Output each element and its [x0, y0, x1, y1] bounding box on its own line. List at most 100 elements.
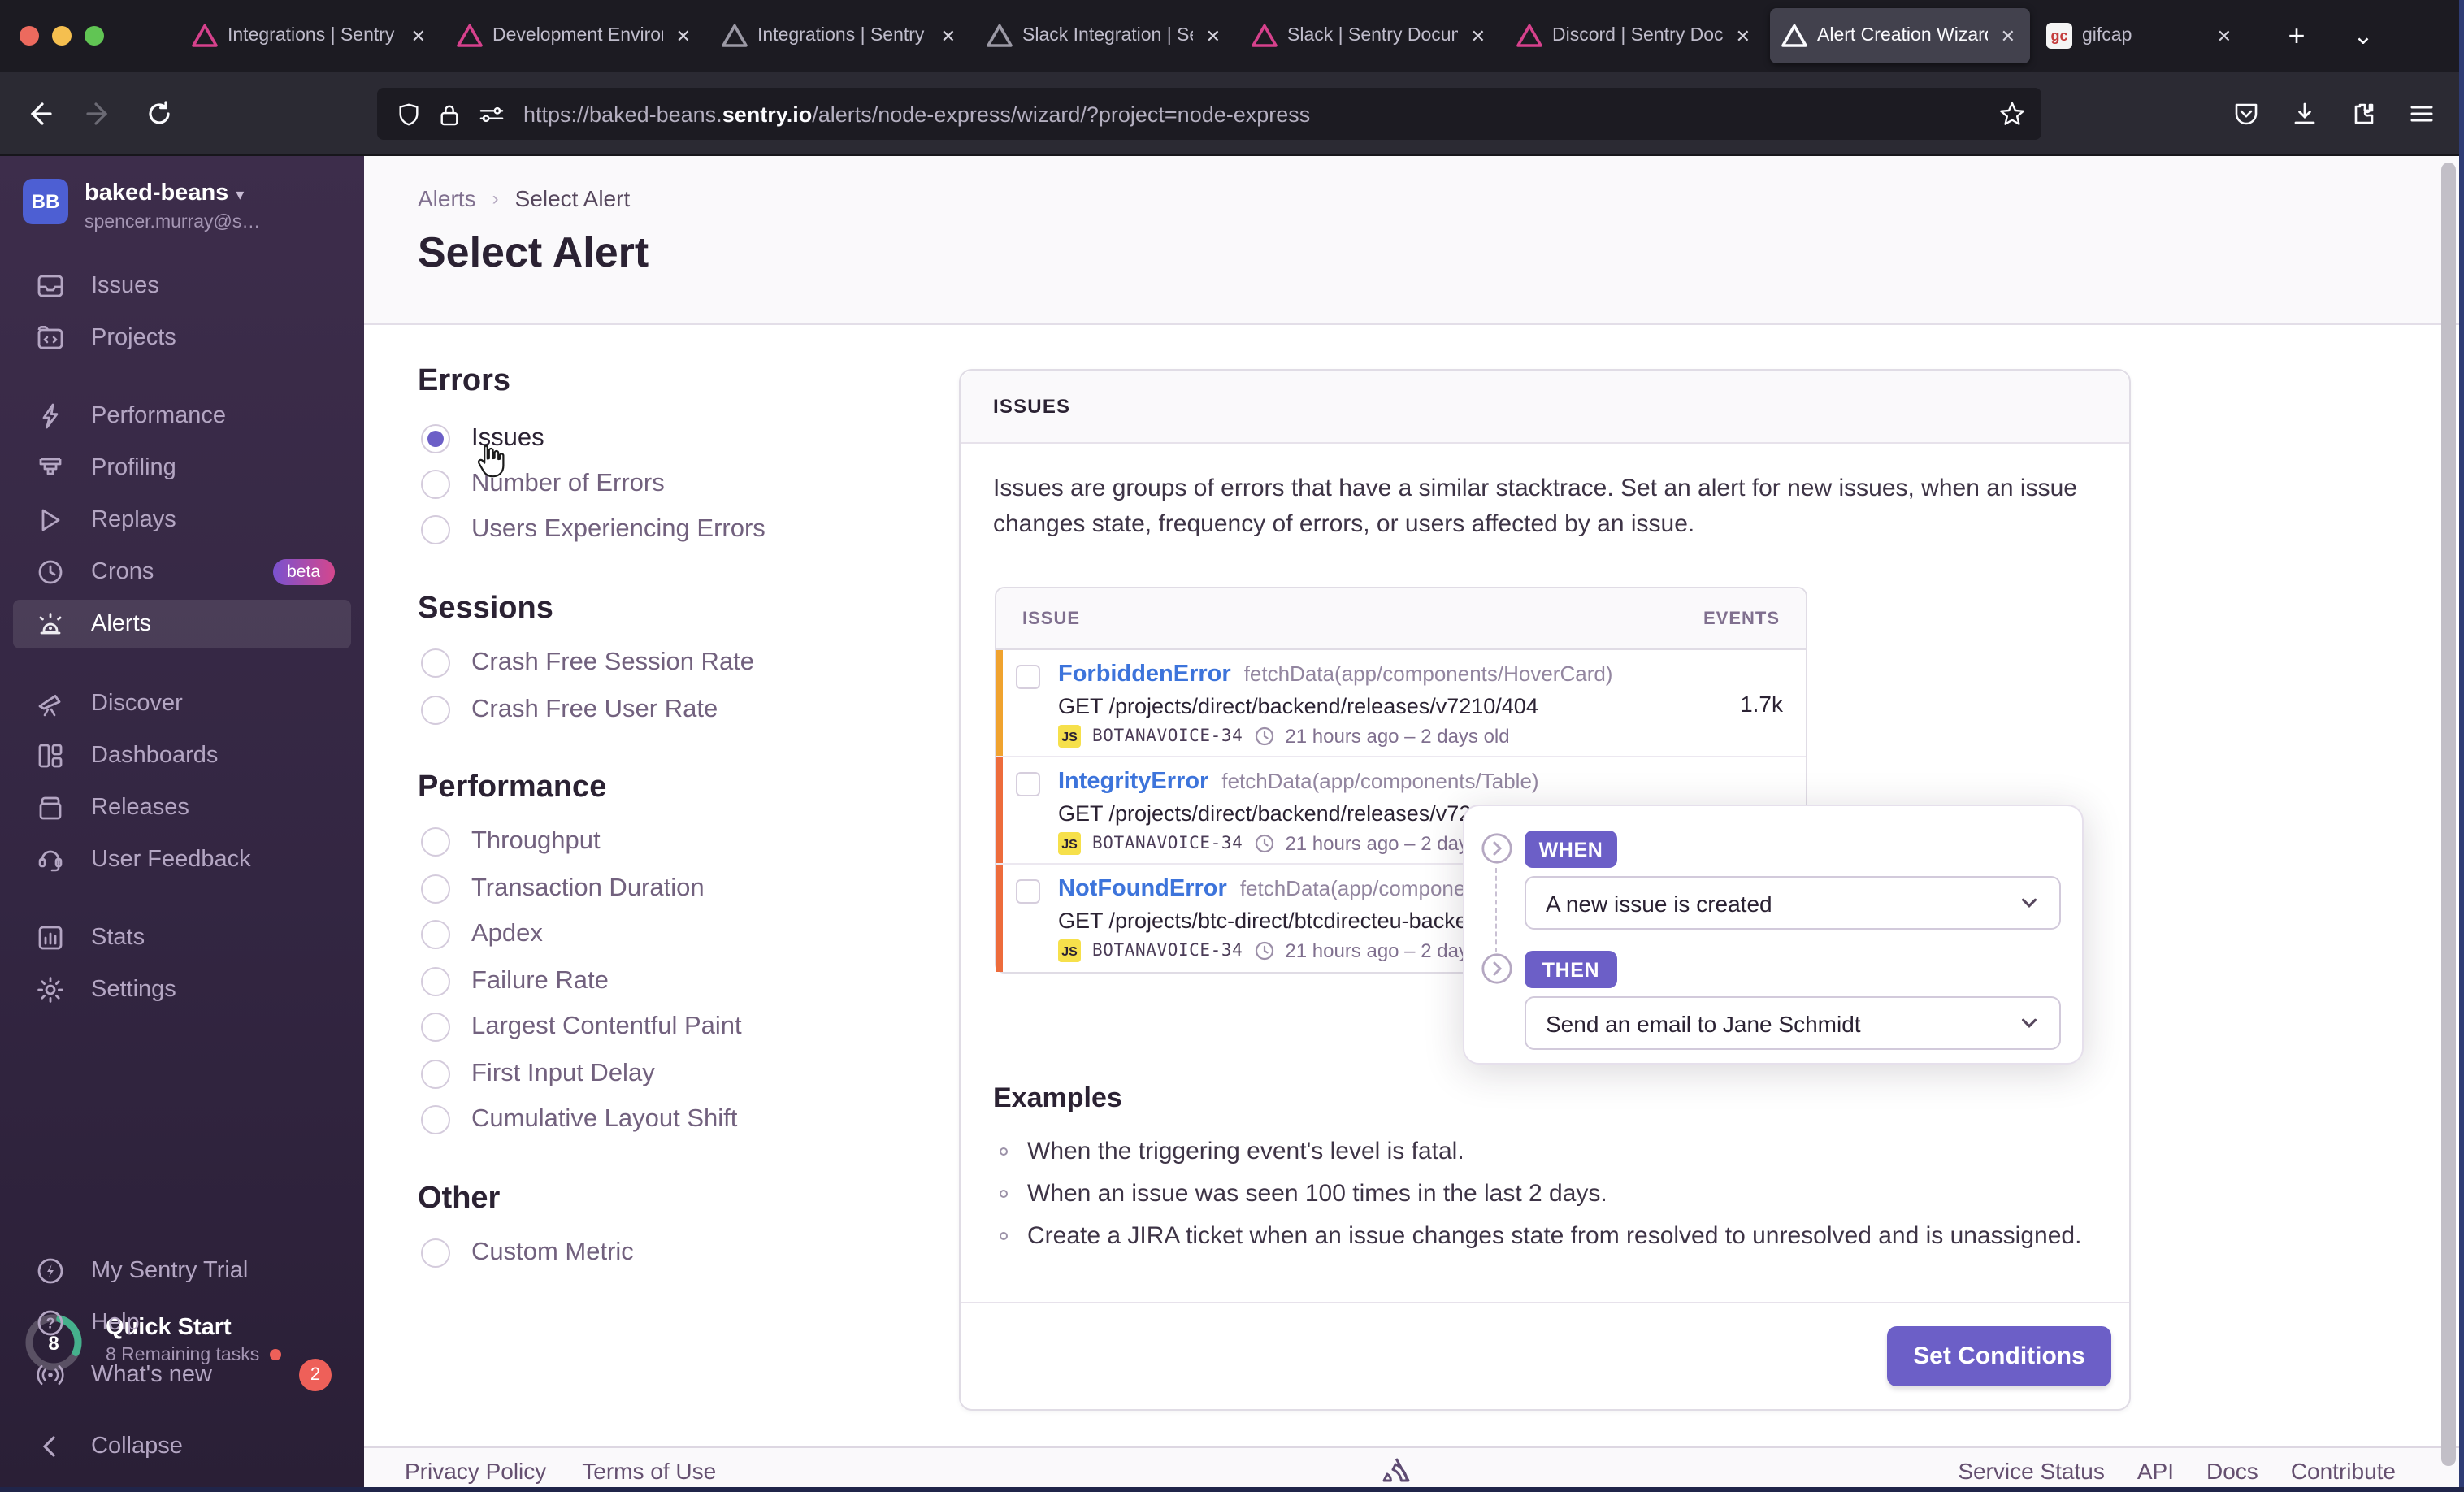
tab-alert-creation-wizard-active[interactable]: Alert Creation Wizard ✕ — [1770, 8, 2030, 63]
radio-button[interactable] — [421, 515, 450, 544]
sidebar-item-dashboards[interactable]: Dashboards — [13, 731, 351, 780]
privacy-policy-link[interactable]: Privacy Policy — [405, 1457, 547, 1483]
radio-failure-rate[interactable]: Failure Rate — [421, 964, 609, 1000]
terms-of-use-link[interactable]: Terms of Use — [582, 1457, 717, 1483]
url-bar[interactable]: https://baked-beans.sentry.io/alerts/nod… — [377, 88, 2041, 140]
permissions-sliders-icon[interactable] — [478, 102, 505, 126]
sidebar-item-settings[interactable]: Settings — [13, 965, 351, 1014]
issue-checkbox[interactable] — [1016, 665, 1040, 689]
radio-button[interactable] — [421, 967, 450, 996]
sidebar-item-discover[interactable]: Discover — [13, 679, 351, 728]
tab-integrations-1[interactable]: Integrations | Sentry ✕ — [180, 8, 440, 63]
radio-cumulative-layout-shift[interactable]: Cumulative Layout Shift — [421, 1102, 737, 1138]
issue-title-link[interactable]: NotFoundError — [1058, 876, 1227, 902]
radio-button[interactable] — [421, 827, 450, 857]
tab-close-icon[interactable]: ✕ — [940, 27, 956, 46]
breadcrumb-alerts-link[interactable]: Alerts — [418, 185, 476, 211]
radio-button[interactable] — [421, 920, 450, 949]
tab-discord-docs[interactable]: Discord | Sentry Documentation ✕ — [1505, 8, 1765, 63]
radio-apdex[interactable]: Apdex — [421, 917, 543, 952]
org-switcher[interactable]: BB baked-beans ▾ spencer.murray@s… — [23, 179, 260, 232]
contribute-link[interactable]: Contribute — [2290, 1457, 2396, 1483]
radio-button[interactable] — [421, 696, 450, 725]
tab-slack-docs[interactable]: Slack | Sentry Documentation ✕ — [1240, 8, 1500, 63]
extensions-puzzle-icon[interactable] — [2350, 101, 2376, 127]
radio-button[interactable] — [421, 1060, 450, 1089]
issue-checkbox[interactable] — [1016, 772, 1040, 796]
issue-title-link[interactable]: ForbiddenError — [1058, 661, 1231, 687]
radio-button[interactable] — [421, 1013, 450, 1042]
radio-button-selected[interactable] — [421, 424, 450, 453]
tab-gifcap[interactable]: gc gifcap ✕ — [2035, 8, 2246, 63]
api-link[interactable]: API — [2136, 1457, 2174, 1483]
radio-button[interactable] — [421, 648, 450, 678]
sidebar-item-performance[interactable]: Performance — [13, 392, 351, 440]
tab-close-icon[interactable]: ✕ — [2216, 27, 2232, 46]
url-text[interactable]: https://baked-beans.sentry.io/alerts/nod… — [523, 102, 1311, 126]
service-status-link[interactable]: Service Status — [1958, 1457, 2105, 1483]
radio-throughput[interactable]: Throughput — [421, 824, 601, 860]
radio-number-of-errors[interactable]: Number of Errors — [421, 466, 665, 502]
tab-close-icon[interactable]: ✕ — [1205, 27, 1221, 46]
sidebar-item-crons[interactable]: Crons beta — [13, 548, 351, 596]
list-tabs-button[interactable]: ⌄ — [2353, 23, 2374, 50]
radio-users-experiencing-errors[interactable]: Users Experiencing Errors — [421, 512, 766, 548]
sentry-favicon-icon — [457, 24, 483, 47]
tab-close-icon[interactable]: ✕ — [675, 27, 691, 46]
docs-link[interactable]: Docs — [2206, 1457, 2258, 1483]
sidebar-item-releases[interactable]: Releases — [13, 783, 351, 832]
sidebar-item-whats-new[interactable]: What's new 2 — [13, 1351, 351, 1399]
set-conditions-button[interactable]: Set Conditions — [1887, 1326, 2111, 1386]
sidebar-item-alerts[interactable]: Alerts — [13, 600, 351, 648]
radio-crash-free-session-rate[interactable]: Crash Free Session Rate — [421, 645, 754, 681]
minimize-window-button[interactable] — [52, 26, 72, 46]
bookmark-star-icon[interactable] — [1999, 101, 2025, 127]
tab-close-icon[interactable]: ✕ — [2000, 27, 2015, 46]
close-window-button[interactable] — [20, 26, 39, 46]
radio-largest-contentful-paint[interactable]: Largest Contentful Paint — [421, 1009, 742, 1045]
issue-title-link[interactable]: IntegrityError — [1058, 769, 1209, 795]
tab-close-icon[interactable]: ✕ — [1470, 27, 1486, 46]
issue-checkbox[interactable] — [1016, 879, 1040, 904]
pocket-icon[interactable] — [2233, 101, 2259, 127]
maximize-window-button[interactable] — [85, 26, 104, 46]
when-condition-select[interactable]: A new issue is created — [1525, 876, 2061, 930]
sidebar-item-help[interactable]: ? Help — [13, 1299, 351, 1347]
issue-project-slug: BOTANAVOICE-34 — [1092, 726, 1243, 746]
tab-integrations-2[interactable]: Integrations | Sentry ✕ — [710, 8, 970, 63]
reload-button[interactable] — [146, 101, 172, 127]
tracking-protection-shield-icon[interactable] — [397, 102, 421, 126]
menu-hamburger-icon[interactable] — [2409, 101, 2435, 127]
sidebar-item-my-sentry-trial[interactable]: My Sentry Trial — [13, 1247, 351, 1295]
new-tab-button[interactable]: + — [2288, 19, 2306, 51]
sidebar-item-projects[interactable]: Projects — [13, 314, 351, 362]
tab-close-icon[interactable]: ✕ — [410, 27, 426, 46]
sidebar-item-user-feedback[interactable]: User Feedback — [13, 835, 351, 884]
radio-issues[interactable]: Issues — [421, 421, 544, 457]
scrollbar-thumb[interactable] — [2441, 163, 2456, 1466]
forward-button[interactable] — [86, 101, 112, 127]
sidebar-item-issues[interactable]: Issues — [13, 262, 351, 310]
tab-slack-integration[interactable]: Slack Integration | Sentry ✕ — [975, 8, 1235, 63]
back-button[interactable] — [26, 101, 52, 127]
downloads-icon[interactable] — [2292, 101, 2318, 127]
sidebar-item-stats[interactable]: Stats — [13, 913, 351, 962]
issue-row-forbiddenerror[interactable]: ForbiddenError fetchData(app/components/H… — [996, 650, 1806, 757]
sidebar-item-profiling[interactable]: Profiling — [13, 444, 351, 492]
radio-button[interactable] — [421, 1105, 450, 1134]
sidebar-item-collapse[interactable]: Collapse — [13, 1422, 351, 1471]
tab-dev-environment[interactable]: Development Environment ✕ — [445, 8, 705, 63]
sidebar-item-replays[interactable]: Replays — [13, 496, 351, 544]
radio-transaction-duration[interactable]: Transaction Duration — [421, 871, 705, 907]
radio-button[interactable] — [421, 874, 450, 904]
radio-custom-metric[interactable]: Custom Metric — [421, 1235, 634, 1271]
tab-close-icon[interactable]: ✕ — [1735, 27, 1750, 46]
radio-button[interactable] — [421, 470, 450, 499]
then-action-select[interactable]: Send an email to Jane Schmidt — [1525, 996, 2061, 1050]
radio-button[interactable] — [421, 1238, 450, 1268]
issue-row-integrityerror[interactable]: IntegrityError fetchData(app/components/T… — [996, 757, 1806, 865]
lock-icon[interactable] — [439, 102, 460, 126]
quick-start-panel[interactable]: 8 Quick Start 8 Remaining tasks — [23, 1312, 281, 1373]
radio-first-input-delay[interactable]: First Input Delay — [421, 1056, 655, 1092]
radio-crash-free-user-rate[interactable]: Crash Free User Rate — [421, 692, 718, 728]
